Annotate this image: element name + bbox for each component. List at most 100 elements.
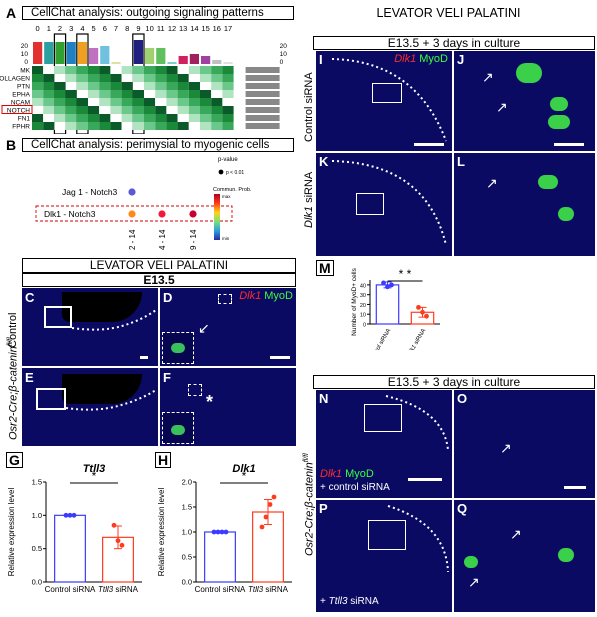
region-box-e [36, 388, 66, 410]
pathway-total-bar [245, 75, 280, 81]
tissue-outline-p [387, 505, 449, 573]
arrow-j-2: ↗ [496, 99, 508, 115]
highlight-box-dlk1 [35, 205, 233, 222]
y-tick-label: 1.5 [182, 503, 192, 512]
cluster-bar [167, 62, 177, 64]
pathway-label: MK [20, 68, 30, 75]
heat-cell [166, 114, 178, 122]
heat-cell [43, 98, 55, 106]
heat-cell [177, 98, 189, 106]
panel-a-title: CellChat analysis: outgoing signaling pa… [22, 6, 294, 20]
inset-d [162, 332, 194, 364]
cluster-label: 6 [103, 24, 107, 33]
cluster-label: 7 [114, 24, 118, 33]
heat-cell [54, 74, 66, 82]
data-point [416, 304, 421, 310]
heat-cell [121, 82, 133, 90]
y-tick-label: 2.0 [182, 478, 192, 487]
heat-cell [211, 122, 223, 130]
data-point [219, 529, 225, 535]
micrograph-q: Q ↗ ↗ [454, 500, 595, 612]
row-label-osr2-text: Osr2-Cre;β-catenin [7, 346, 20, 440]
heat-cell [222, 122, 234, 130]
heat-cell [211, 74, 223, 82]
y-tick-right: 20 [280, 43, 288, 50]
cluster-bar [212, 60, 222, 64]
y-tick-label: 0.5 [32, 544, 42, 553]
panel-letter-o: O [457, 391, 468, 406]
panel-letter-p: P [319, 501, 328, 516]
row-label-osr2-bottom-sup: fl/fl [303, 453, 310, 463]
pathway-total-bar [245, 83, 280, 89]
panel-letter-k: K [319, 154, 329, 169]
cluster-bar [55, 42, 65, 64]
data-point [111, 522, 117, 528]
micrograph-c: C [22, 288, 158, 366]
cluster-label: 4 [80, 24, 84, 33]
heat-cell [211, 82, 223, 90]
overlay-ttll3-sirna: + Ttll3 siRNA [320, 596, 379, 607]
panel-letter-l: L [457, 154, 465, 169]
heat-cell [200, 90, 212, 98]
micrograph-i: I Dlk1 MyoD [316, 51, 452, 151]
row-label-osr2-bottom-text: Osr2-Cre;β-catenin [303, 462, 316, 556]
heat-cell [188, 106, 200, 114]
dot-jag1-2-14 [128, 188, 136, 196]
inset-f [162, 412, 194, 444]
heat-cell [32, 122, 44, 130]
micrograph-p: P + Ttll3 siRNA [316, 500, 452, 612]
heat-cell [43, 82, 55, 90]
pathway-label: FPHR [12, 124, 30, 131]
cluster-label: 13 [179, 24, 187, 33]
row-label-dlk1-suffix: siRNA [303, 171, 315, 206]
region-box-f [188, 384, 202, 396]
data-point [223, 529, 229, 535]
stain-legend-n: Dlk1 MyoD [320, 468, 374, 480]
overlay-ttll3-gene: Ttll3 [328, 596, 348, 607]
cell-q-1 [464, 556, 478, 568]
data-point [211, 529, 217, 535]
tissue-outline-i [331, 58, 447, 142]
cluster-label: 12 [168, 24, 176, 33]
data-point [63, 512, 69, 518]
heat-cell [110, 74, 122, 82]
heat-cell [177, 90, 189, 98]
heat-cell [166, 90, 178, 98]
micrograph-l: L ↗ [454, 153, 595, 256]
data-point [420, 309, 425, 315]
heat-cell [43, 66, 55, 74]
heat-cell [166, 82, 178, 90]
pathway-label: PTN [17, 84, 30, 91]
heat-cell [99, 90, 111, 98]
heat-cell [99, 122, 111, 130]
panel-letter-b: B [6, 137, 17, 153]
cluster-bar [33, 42, 43, 64]
heat-cell [200, 82, 212, 90]
heat-cell [54, 66, 66, 74]
pvalue-legend-item: p < 0.01 [226, 170, 244, 176]
heat-cell [188, 122, 200, 130]
heat-cell [65, 98, 77, 106]
heat-cell [188, 114, 200, 122]
chart-h: Dlk1 0.0 0.5 1.0 1.5 2.0 Relative expression l… [157, 463, 292, 594]
region-box-p [368, 520, 406, 550]
heat-cell [132, 122, 144, 130]
stain-legend-i: Dlk1 MyoD [394, 53, 448, 65]
scale-bar-d [270, 356, 290, 359]
heat-cell [132, 74, 144, 82]
heat-cell [65, 82, 77, 90]
heat-cell [65, 66, 77, 74]
data-point [67, 512, 73, 518]
panel-letter-f: F [163, 370, 171, 385]
micrograph-f: F * [160, 368, 296, 446]
data-point [119, 542, 125, 548]
row-label-osr2-sup: fl/fl [7, 337, 14, 347]
cluster-bar [133, 40, 143, 64]
cluster-bar [100, 46, 110, 64]
commun-legend-max: max [222, 194, 231, 199]
scale-bar-j [554, 143, 584, 146]
heat-cell [211, 90, 223, 98]
chart-g: Ttll3 0.0 0.5 1.0 1.5 Relative expression lev… [7, 463, 142, 594]
heat-cell [155, 114, 167, 122]
